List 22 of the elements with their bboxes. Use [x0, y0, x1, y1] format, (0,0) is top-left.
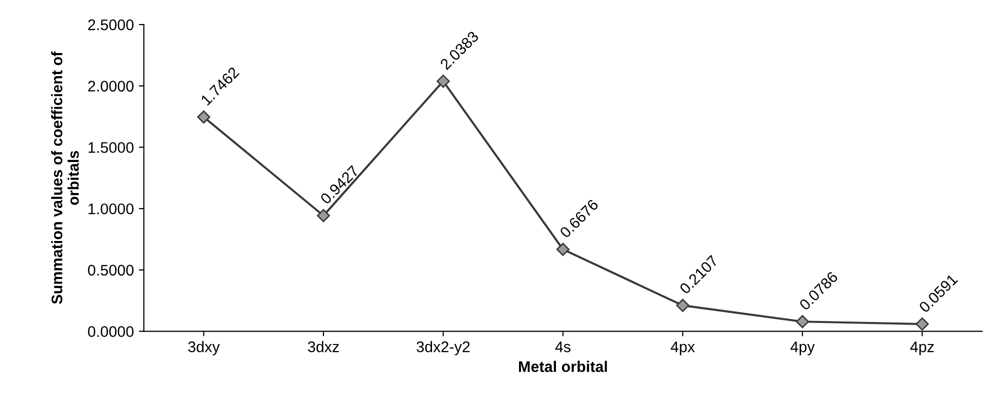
x-axis-title: Metal orbital [518, 360, 607, 372]
x-tick-label: 4px [670, 342, 695, 356]
x-tick-label: 3dxz [308, 341, 339, 352]
x-tick-label: 3dxy [188, 341, 220, 356]
y-tick-label: 1.5000 [88, 142, 134, 153]
y-tick-label: 2.5000 [88, 19, 134, 30]
x-tick-label: 4s [555, 342, 570, 352]
x-tick-label: 3dx2-y2 [416, 341, 470, 356]
point [556, 242, 570, 256]
point [796, 315, 810, 328]
y-tick-label: 0.0000 [88, 326, 134, 337]
point [197, 110, 210, 124]
point [916, 317, 929, 331]
y-axis-title: Summation values of coefficient of orbitals [51, 51, 79, 304]
y-tick-label: 2.0000 [88, 80, 134, 92]
point [676, 298, 690, 312]
y-tick-label: 1.0000 [88, 203, 134, 214]
point [316, 209, 330, 222]
point [436, 74, 450, 88]
y-tick-label: 0.5000 [88, 264, 134, 276]
x-tick-label: 4pz [910, 342, 934, 356]
x-tick-label: 4py [790, 342, 815, 356]
